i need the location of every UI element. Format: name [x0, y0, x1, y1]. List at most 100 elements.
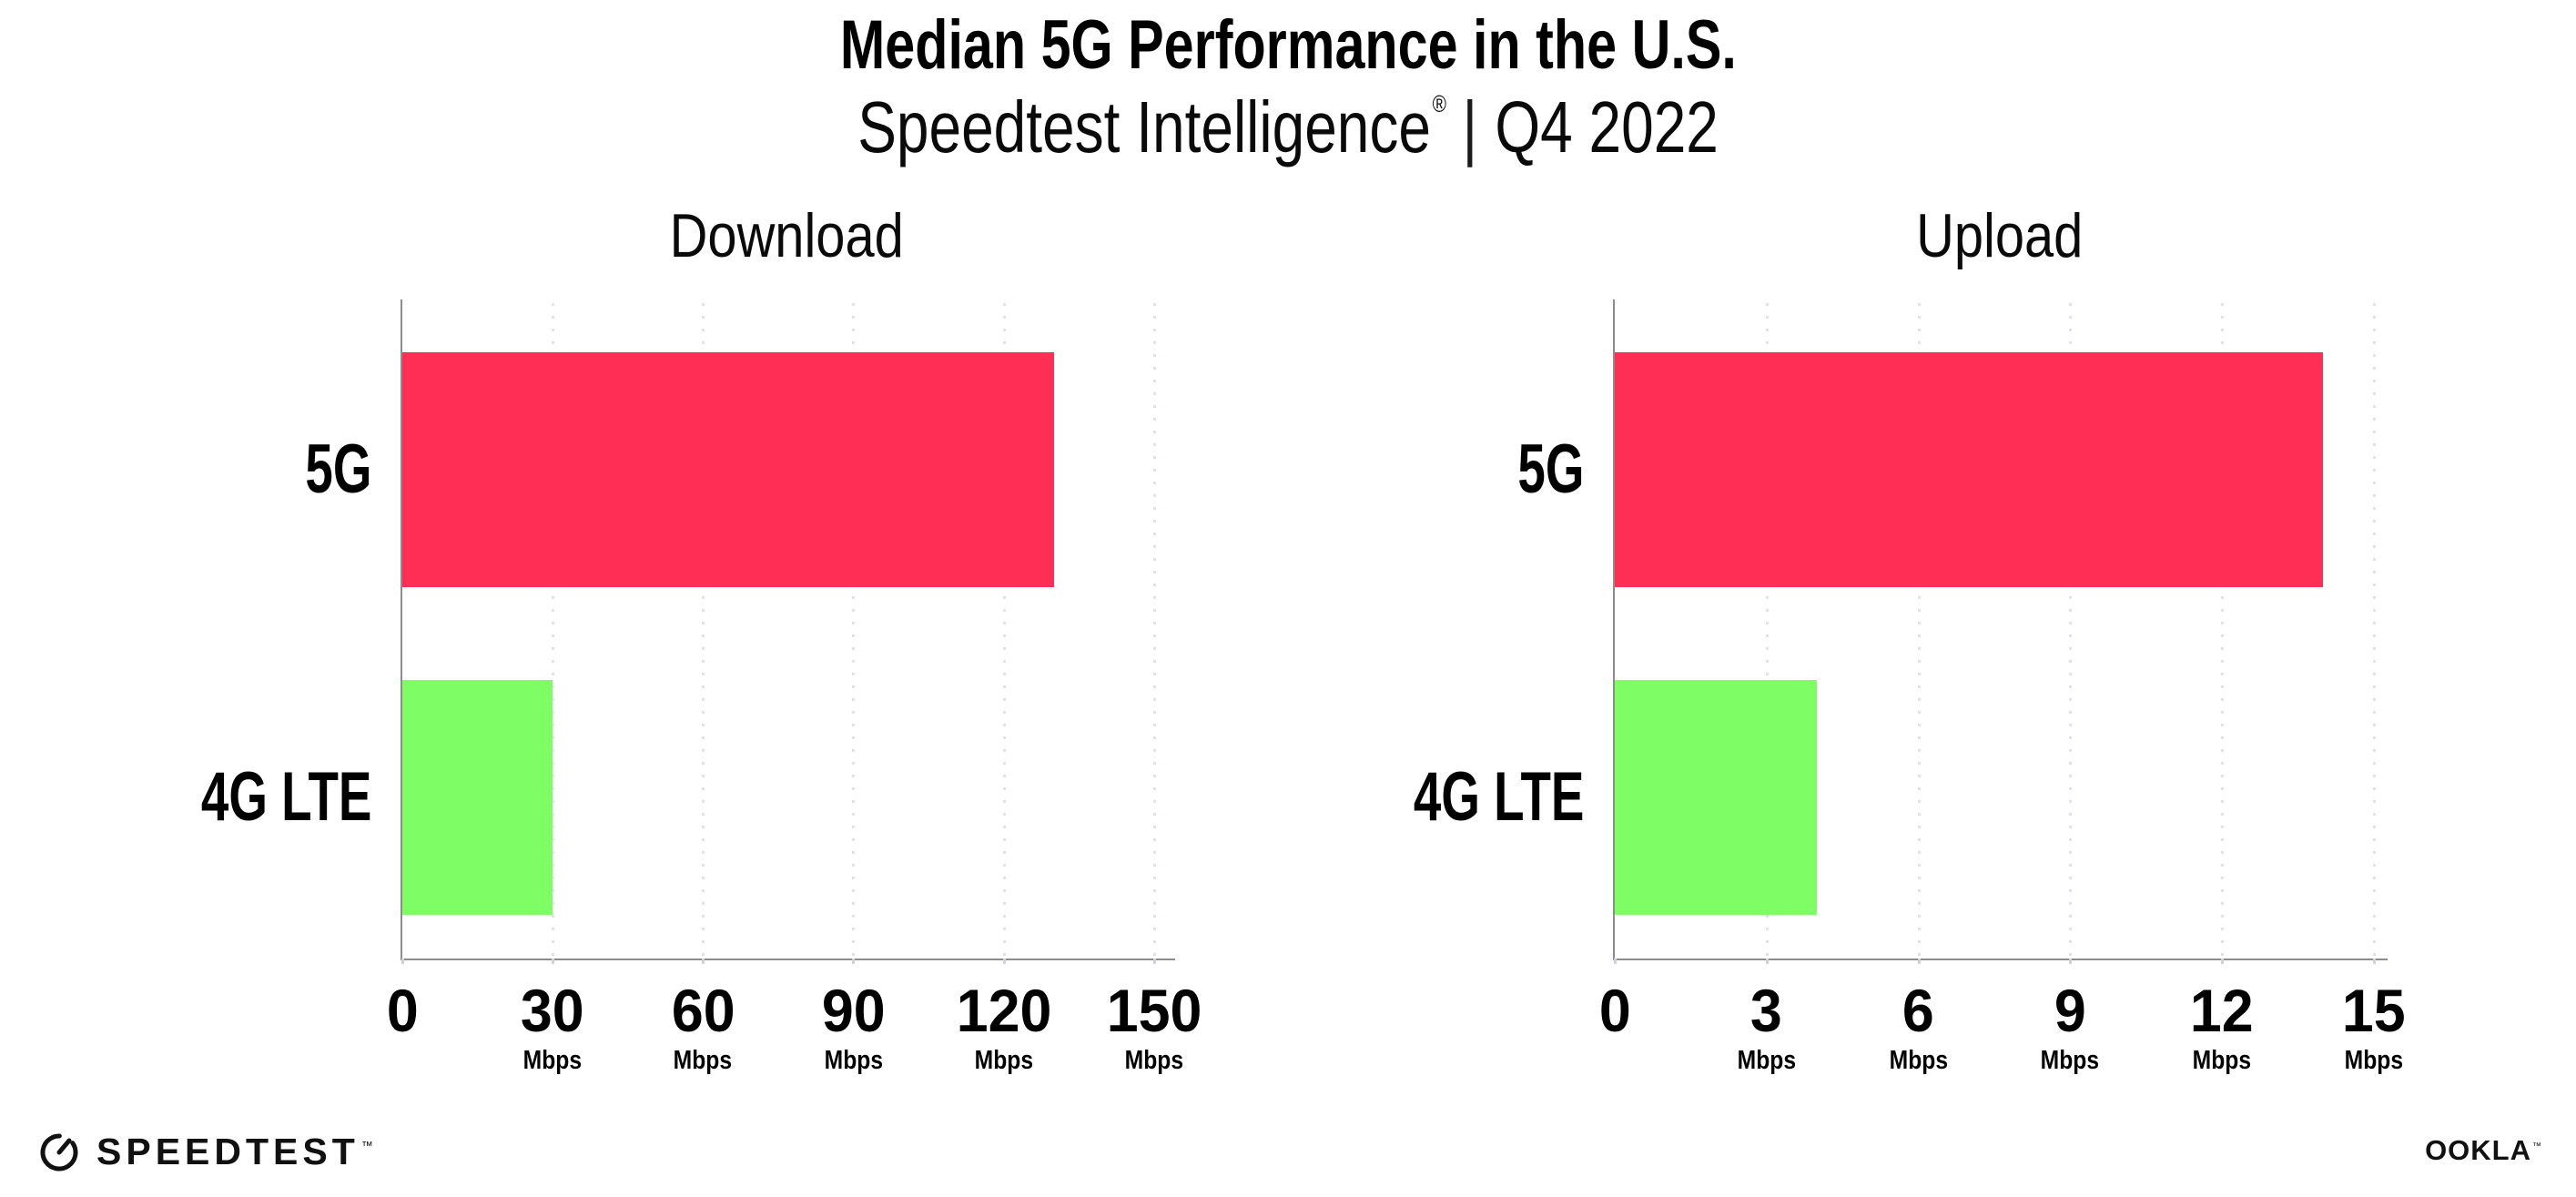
category-label-text: 5G — [1516, 431, 1584, 508]
category-label-download-5g: 5G — [53, 435, 371, 504]
gauge-icon — [40, 1133, 78, 1172]
chart-title-text-upload: Upload — [1915, 201, 2084, 270]
category-label-text: 4G LTE — [200, 758, 371, 836]
x-tick-text: 120 — [956, 977, 1051, 1044]
x-tick-download-0: 0 — [302, 980, 502, 1040]
axis-tick-download-30 — [552, 959, 555, 964]
ookla-trademark: ™ — [2532, 1141, 2542, 1151]
x-tick-text: 90 — [821, 977, 886, 1044]
x-tick-unit-download-90: Mbps — [753, 1048, 953, 1074]
x-tick-text: 12 — [2190, 977, 2254, 1044]
speedtest-logo: SPEEDTEST ™ — [36, 1129, 373, 1174]
x-tick-text: 30 — [521, 977, 585, 1044]
speedtest-wordmark: SPEEDTEST ™ — [96, 1130, 373, 1172]
subtitle-period: Q4 2022 — [1495, 86, 1719, 167]
bar-upload-5g — [1615, 352, 2324, 587]
category-label-upload-4g-lte: 4G LTE — [1265, 763, 1584, 832]
gridline-download-150 — [1152, 303, 1156, 959]
x-axis-download — [401, 959, 1175, 960]
ookla-logo: OOKLA™ — [2425, 1136, 2541, 1164]
category-label-text: 4G LTE — [1413, 758, 1584, 836]
ookla-wordmark: OOKLA — [2425, 1134, 2531, 1166]
x-tick-unit-text: Mbps — [974, 1046, 1033, 1075]
x-tick-unit-download-60: Mbps — [603, 1048, 803, 1074]
x-tick-text: 6 — [1902, 977, 1934, 1044]
x-tick-unit-upload-15: Mbps — [2274, 1048, 2474, 1074]
x-tick-unit-text: Mbps — [1889, 1046, 1948, 1075]
gridline-download-120 — [1002, 303, 1006, 959]
axis-tick-upload-12 — [2221, 959, 2225, 964]
gridline-upload-9 — [2069, 303, 2073, 959]
x-tick-upload-0: 0 — [1515, 980, 1715, 1040]
page-subtitle: Speedtest Intelligence® | Q4 2022 — [857, 84, 1719, 171]
x-tick-text: 15 — [2341, 977, 2406, 1044]
chart-panel-download: Download 5G 4G LTE 0 30 Mbps 60 Mbps 90 Mbps 120 Mb… — [201, 205, 1202, 1074]
x-tick-unit-text: Mbps — [674, 1046, 733, 1075]
x-tick-unit-text: Mbps — [1124, 1046, 1183, 1075]
x-tick-unit-upload-6: Mbps — [1819, 1048, 2019, 1074]
bar-upload-4g-lte — [1615, 680, 1818, 915]
x-tick-unit-text: Mbps — [2344, 1046, 2404, 1075]
x-tick-unit-text: Mbps — [1737, 1046, 1796, 1075]
x-tick-unit-download-120: Mbps — [904, 1048, 1104, 1074]
axis-tick-upload-9 — [2069, 959, 2073, 964]
x-tick-upload-6: 6 — [1819, 980, 2019, 1040]
axis-tick-download-0 — [401, 959, 404, 964]
gridline-download-60 — [702, 303, 705, 959]
x-axis-upload — [1613, 959, 2388, 960]
axis-tick-download-120 — [1002, 959, 1006, 964]
x-tick-upload-12: 12 — [2122, 980, 2322, 1040]
category-label-text: 5G — [304, 431, 371, 508]
x-tick-unit-text: Mbps — [2192, 1046, 2252, 1075]
chart-title-upload: Upload — [1615, 205, 2384, 267]
x-tick-upload-3: 3 — [1667, 980, 1867, 1040]
speedtest-trademark: ™ — [360, 1138, 373, 1152]
gridline-download-90 — [852, 303, 856, 959]
axis-tick-download-90 — [852, 959, 856, 964]
axis-tick-upload-15 — [2372, 959, 2376, 964]
axis-tick-download-60 — [702, 959, 705, 964]
x-tick-unit-upload-9: Mbps — [1970, 1048, 2170, 1074]
subtitle-brand: Speedtest Intelligence — [857, 86, 1431, 167]
chart-title-download: Download — [402, 205, 1171, 267]
x-tick-unit-download-30: Mbps — [452, 1048, 653, 1074]
x-tick-upload-9: 9 — [1970, 980, 2170, 1040]
gridline-upload-3 — [1765, 303, 1769, 959]
page-title: Median 5G Performance in the U.S. — [839, 6, 1737, 84]
gridline-download-30 — [552, 303, 555, 959]
bar-download-4g-lte — [402, 680, 553, 915]
axis-tick-upload-0 — [1614, 959, 1617, 964]
x-tick-text: 60 — [671, 977, 735, 1044]
chart-panel-upload: Upload 5G 4G LTE 0 3 Mbps 6 Mbps 9 Mbps 12 Mbps 15 Mb… — [1414, 205, 2406, 1074]
page-subtitle-row: Speedtest Intelligence® | Q4 2022 — [0, 84, 2576, 171]
x-tick-download-150: 150 — [1054, 980, 1254, 1040]
x-tick-download-90: 90 — [753, 980, 953, 1040]
y-axis-upload — [1613, 299, 1615, 959]
x-tick-unit-text: Mbps — [522, 1046, 583, 1075]
subtitle-divider: | — [1462, 86, 1478, 167]
gridline-upload-6 — [1917, 303, 1921, 959]
gridline-upload-12 — [2221, 303, 2225, 959]
x-tick-upload-15: 15 — [2274, 980, 2474, 1040]
x-tick-unit-upload-12: Mbps — [2122, 1048, 2322, 1074]
category-label-download-4g-lte: 4G LTE — [53, 763, 371, 832]
registered-trademark-icon: ® — [1432, 90, 1446, 117]
x-tick-text: 9 — [2054, 977, 2086, 1044]
axis-tick-upload-3 — [1765, 959, 1769, 964]
page-title-row: Median 5G Performance in the U.S. — [0, 5, 2576, 85]
x-tick-download-60: 60 — [603, 980, 803, 1040]
x-tick-unit-download-150: Mbps — [1054, 1048, 1254, 1074]
x-tick-text: 0 — [1598, 977, 1631, 1044]
axis-tick-upload-6 — [1917, 959, 1921, 964]
category-label-upload-5g: 5G — [1265, 435, 1584, 504]
x-tick-text: 3 — [1750, 977, 1783, 1044]
bar-download-5g — [402, 352, 1054, 587]
y-axis-download — [401, 299, 402, 959]
x-tick-unit-text: Mbps — [2041, 1046, 2100, 1075]
x-tick-download-120: 120 — [904, 980, 1104, 1040]
x-tick-text: 0 — [386, 977, 419, 1044]
axis-tick-download-150 — [1152, 959, 1156, 964]
chart-title-text-download: Download — [669, 201, 905, 270]
x-tick-unit-text: Mbps — [824, 1046, 883, 1075]
